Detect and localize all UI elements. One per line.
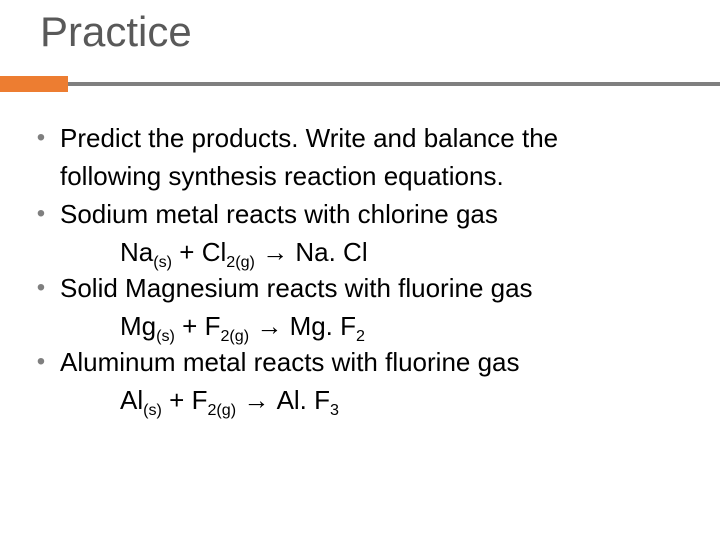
bullet-text: Solid Magnesium reacts with fluorine gas <box>60 270 533 306</box>
equation: Mg(s) + F2(g) → Mg. F2 <box>22 308 702 344</box>
bullet-dot: • <box>22 344 60 380</box>
rule-accent <box>0 76 68 92</box>
bullet-item: • Sodium metal reacts with chlorine gas <box>22 196 702 232</box>
rule-line <box>68 82 720 86</box>
bullet-dot: • <box>22 120 60 156</box>
bullet-text: Sodium metal reacts with chlorine gas <box>60 196 498 232</box>
title-rule <box>0 76 720 92</box>
bullet-item: • Predict the products. Write and balanc… <box>22 120 702 156</box>
bullet-item: • Aluminum metal reacts with fluorine ga… <box>22 344 702 380</box>
bullet-dot: • <box>22 270 60 306</box>
equation: Al(s) + F2(g) → Al. F3 <box>22 382 702 418</box>
bullet-text: Aluminum metal reacts with fluorine gas <box>60 344 520 380</box>
bullet-item-cont: following synthesis reaction equations. <box>22 158 702 194</box>
bullet-text: Predict the products. Write and balance … <box>60 120 558 156</box>
bullet-text: following synthesis reaction equations. <box>60 158 504 194</box>
slide-title: Practice <box>40 8 192 56</box>
content-area: • Predict the products. Write and balanc… <box>22 120 702 418</box>
equation: Na(s) + Cl2(g) → Na. Cl <box>22 234 702 270</box>
bullet-dot: • <box>22 196 60 232</box>
bullet-item: • Solid Magnesium reacts with fluorine g… <box>22 270 702 306</box>
